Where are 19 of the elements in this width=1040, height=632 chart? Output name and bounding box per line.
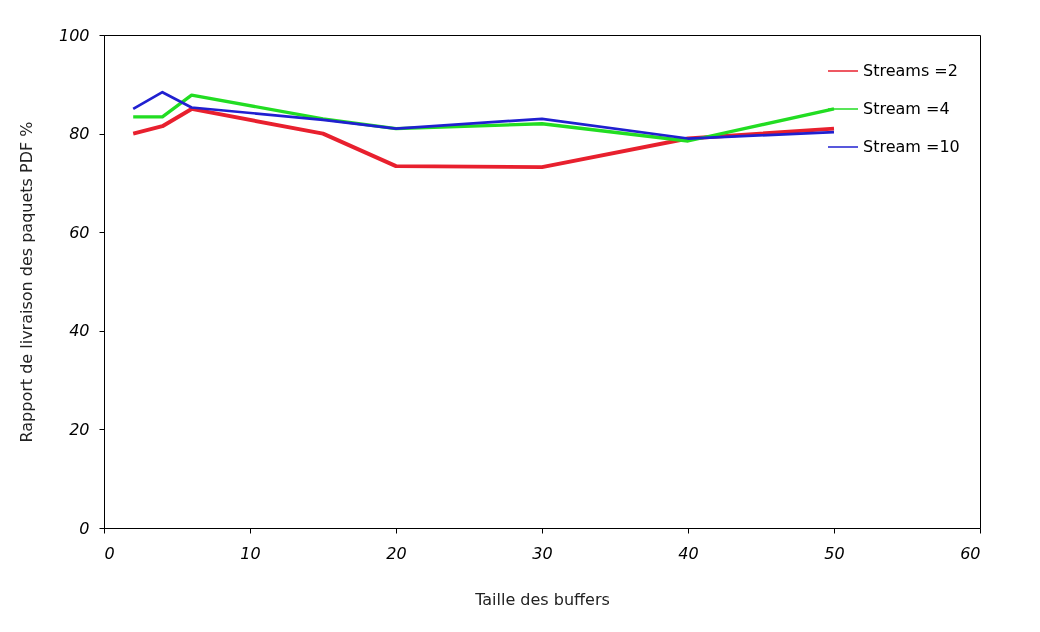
x-axis-title: Taille des buffers bbox=[474, 589, 610, 609]
legend-label: Streams =2 bbox=[863, 61, 958, 80]
legend-label: Stream =10 bbox=[863, 137, 960, 156]
y-axis-title: Rapport de livraison des paquets PDF % bbox=[16, 121, 36, 443]
x-tick-label: 10 bbox=[240, 543, 261, 563]
y-tick-label: 20 bbox=[69, 419, 90, 439]
x-tick-label: 60 bbox=[960, 543, 981, 563]
x-tick-label: 30 bbox=[532, 543, 553, 563]
x-tick-label: 40 bbox=[678, 543, 699, 563]
line-series bbox=[131, 107, 836, 170]
y-tick-label: 40 bbox=[69, 321, 90, 341]
y-tick-label: 80 bbox=[69, 124, 90, 144]
x-tick-label: 50 bbox=[824, 543, 845, 563]
legend-label: Stream =4 bbox=[863, 99, 950, 118]
y-tick-label: 100 bbox=[58, 25, 90, 45]
y-tick-label: 60 bbox=[69, 222, 90, 242]
x-tick-label: 0 bbox=[104, 543, 115, 563]
x-tick-label: 20 bbox=[386, 543, 407, 563]
y-tick-label: 0 bbox=[79, 518, 90, 538]
